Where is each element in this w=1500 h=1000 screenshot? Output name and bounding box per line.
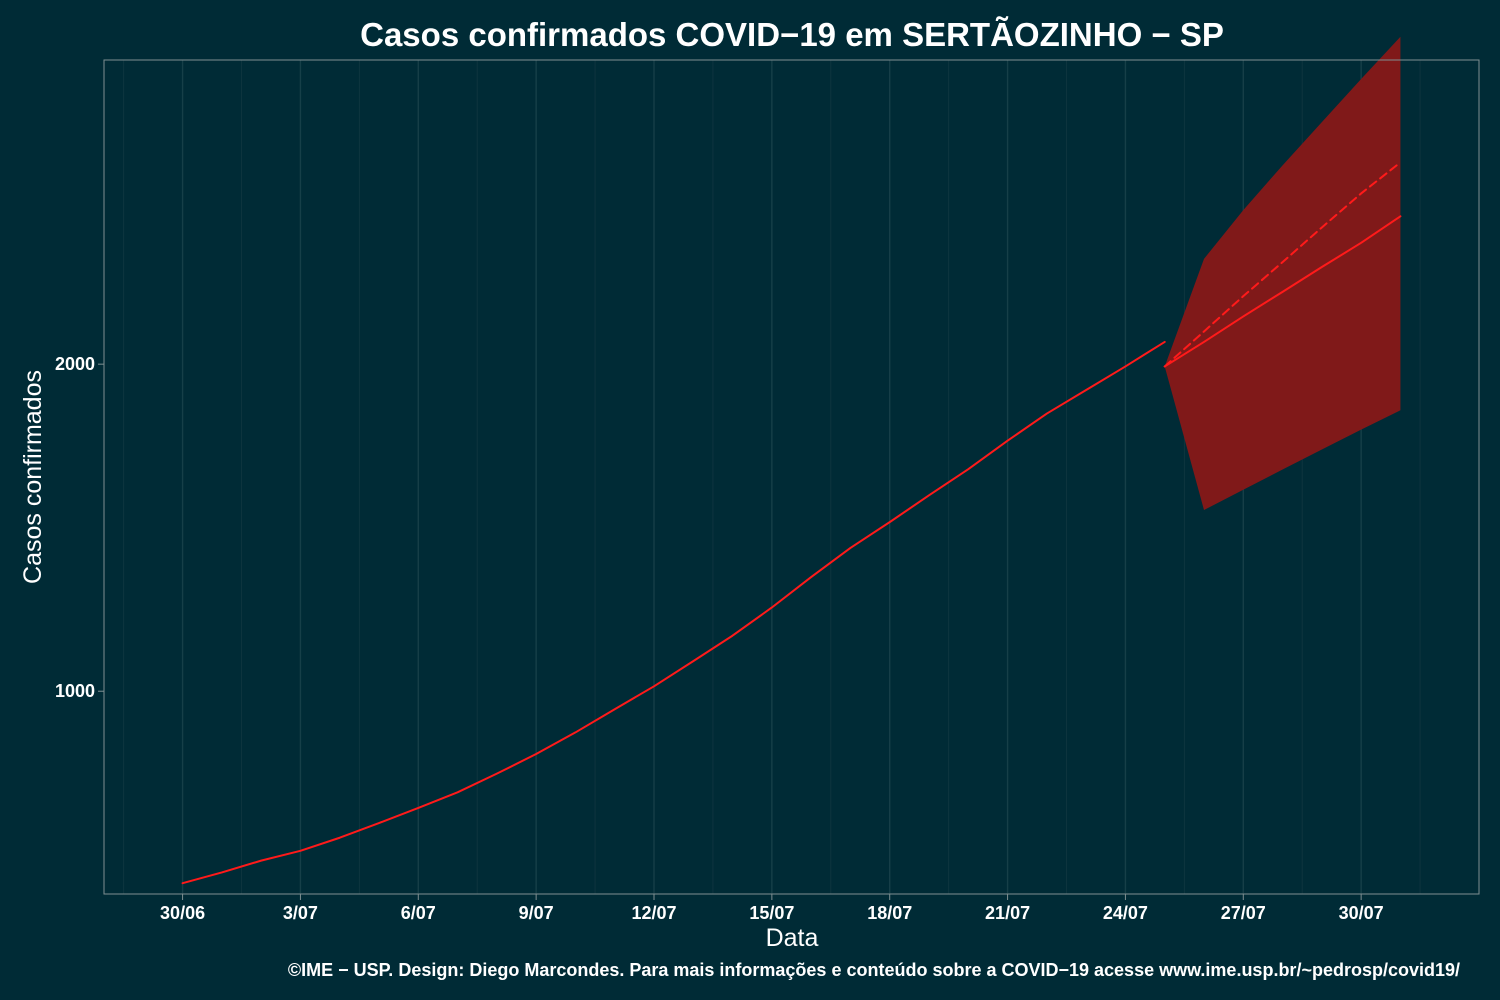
- series-line-dashed: [1163, 161, 1402, 368]
- x-tick-label: 6/07: [401, 903, 436, 923]
- x-tick-label: 18/07: [867, 903, 912, 923]
- x-tick-label: 12/07: [631, 903, 676, 923]
- series-layer: [181, 161, 1402, 885]
- y-axis-title: Casos confirmados: [19, 370, 47, 584]
- x-axis: 30/06 3/07 6/07 9/07 12/07 15/07 18/07 21/07 24/…: [160, 894, 1384, 923]
- y-tick-label: 2000: [55, 354, 95, 374]
- panel-border: [103, 59, 1480, 895]
- x-tick-label: 3/07: [283, 903, 318, 923]
- x-tick-label: 27/07: [1221, 903, 1266, 923]
- chart-title: Casos confirmados COVID−19 em SERTÃOZINH…: [360, 16, 1224, 53]
- y-axis: 1000 2000: [55, 354, 104, 701]
- x-tick-label: 9/07: [519, 903, 554, 923]
- x-tick-label: 21/07: [985, 903, 1030, 923]
- x-axis-title: Data: [766, 924, 819, 952]
- forecast-band: [1164, 36, 1401, 511]
- series-line: [1163, 215, 1402, 368]
- x-tick-label: 24/07: [1103, 903, 1148, 923]
- y-tick-label: 1000: [55, 681, 95, 701]
- grid: [123, 60, 1421, 894]
- band-layer: [1164, 36, 1401, 511]
- caption: ©IME − USP. Design: Diego Marcondes. Par…: [288, 960, 1460, 980]
- series-line: [181, 340, 1166, 885]
- x-tick-label: 15/07: [749, 903, 794, 923]
- x-tick-label: 30/07: [1339, 903, 1384, 923]
- x-tick-label: 30/06: [160, 903, 205, 923]
